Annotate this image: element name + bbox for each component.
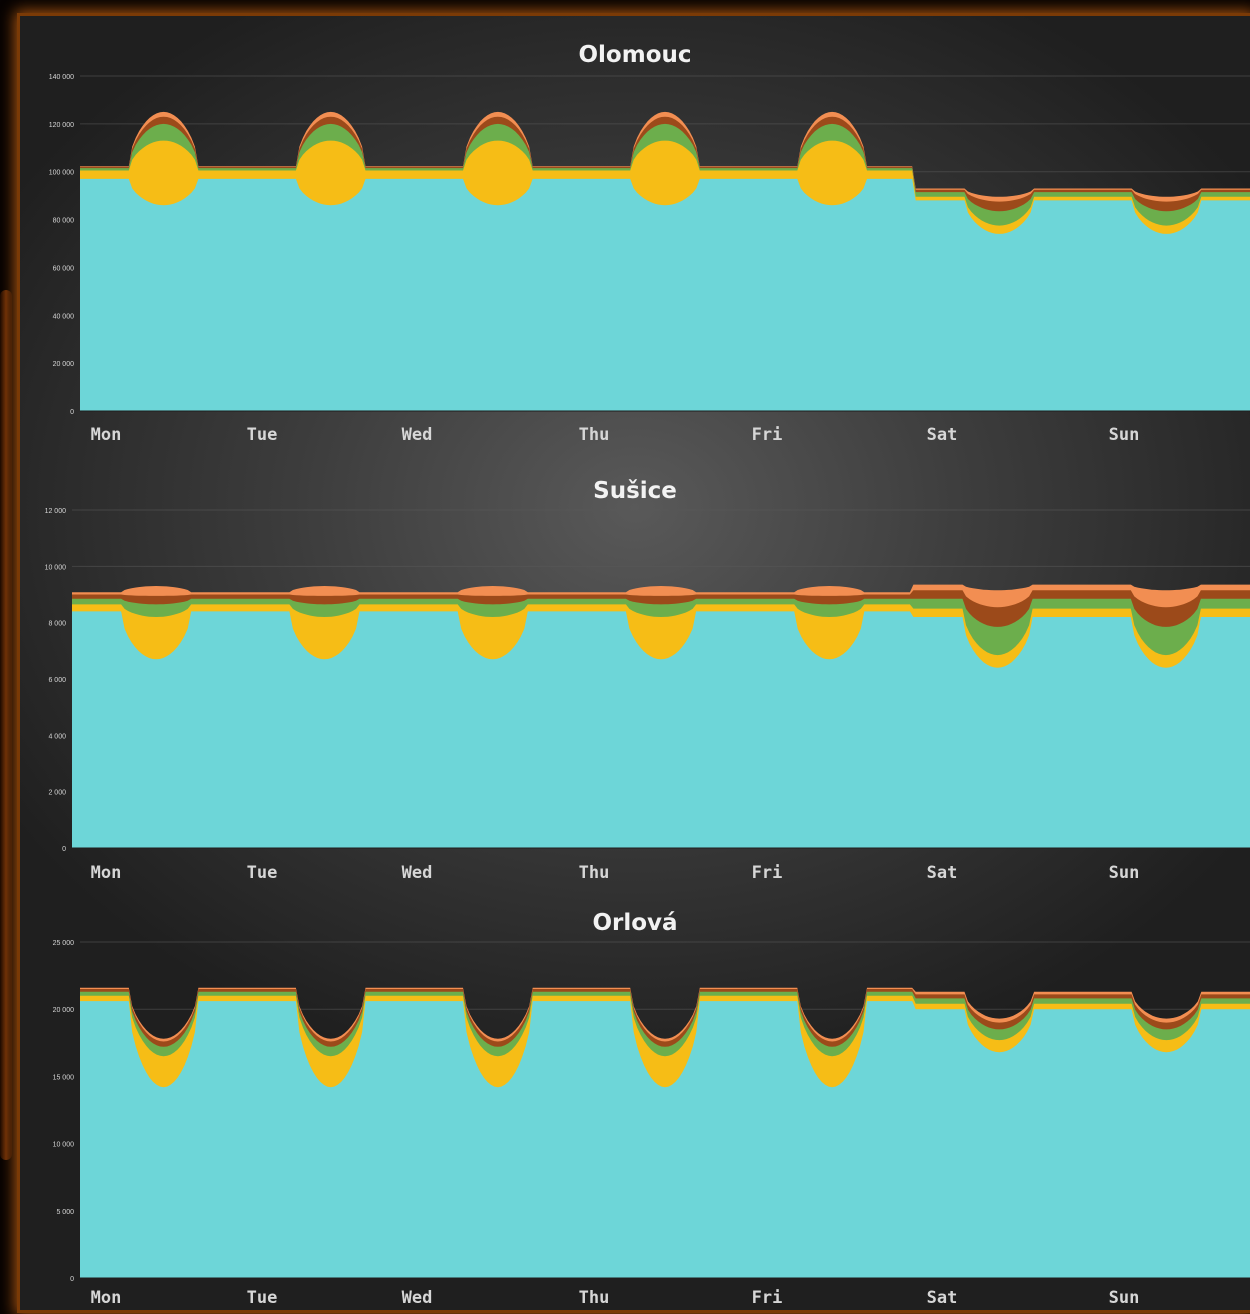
x-tick-label: Sun <box>1109 1288 1140 1308</box>
y-tick-label: 0 <box>70 409 74 416</box>
y-tick-label: 40 000 <box>53 313 75 320</box>
y-tick-label: 4 000 <box>48 733 66 740</box>
x-tick-label: Mon <box>91 863 122 883</box>
series-area-base <box>80 178 1250 411</box>
y-tick-label: 0 <box>62 846 66 853</box>
x-tick-label: Sat <box>927 863 958 883</box>
y-tick-label: 8 000 <box>48 621 66 628</box>
y-tick-label: 20 000 <box>53 361 75 368</box>
chart-1: 0 20 000 40 000 60 000 80 000 100 000 120 000 1… <box>49 42 1250 445</box>
y-tick-label: 5 000 <box>56 1209 74 1216</box>
x-tick-label: Tue <box>247 1288 278 1308</box>
y-tick-label: 12 000 <box>45 508 67 515</box>
y-tick-label: 20 000 <box>53 1007 75 1014</box>
x-tick-label: Fri <box>752 425 783 445</box>
x-tick-label: Fri <box>752 863 783 883</box>
y-tick-label: 10 000 <box>53 1142 75 1149</box>
y-tick-label: 80 000 <box>53 218 75 225</box>
x-tick-label: Sat <box>927 425 958 445</box>
x-tick-label: Wed <box>402 425 433 445</box>
y-tick-label: 60 000 <box>53 265 75 272</box>
chart-title: Olomouc <box>578 42 691 68</box>
x-tick-label: Tue <box>247 425 278 445</box>
y-tick-label: 100 000 <box>49 170 74 177</box>
series-area-base <box>80 1001 1250 1278</box>
series-area-base <box>72 611 1250 848</box>
x-tick-label: Sun <box>1109 425 1140 445</box>
x-tick-label: Wed <box>402 1288 433 1308</box>
x-tick-label: Wed <box>402 863 433 883</box>
x-tick-label: Fri <box>752 1288 783 1308</box>
chart-2: 0 2 000 4 000 6 000 8 000 10 000 12 000 Sušice M… <box>45 478 1250 883</box>
charts-canvas: 0 20 000 40 000 60 000 80 000 100 000 120 000 1… <box>45 42 1250 1308</box>
y-tick-label: 2 000 <box>48 790 66 797</box>
x-tick-label: Sun <box>1109 863 1140 883</box>
y-tick-label: 0 <box>70 1276 74 1283</box>
y-tick-label: 120 000 <box>49 122 74 129</box>
y-tick-label: 140 000 <box>49 74 74 81</box>
x-tick-label: Thu <box>579 425 610 445</box>
chart-panel: 0 20 000 40 000 60 000 80 000 100 000 120 000 1… <box>20 16 1250 1310</box>
chart-title: Sušice <box>593 478 677 504</box>
chart-title: Orlová <box>592 910 677 936</box>
chart-3: 0 5 000 10 000 15 000 20 000 25 000 Orlová Mon T… <box>53 910 1250 1308</box>
x-tick-label: Tue <box>247 863 278 883</box>
x-tick-label: Mon <box>91 425 122 445</box>
x-tick-label: Thu <box>579 1288 610 1308</box>
y-tick-label: 6 000 <box>48 677 66 684</box>
y-tick-label: 10 000 <box>45 564 67 571</box>
y-tick-label: 15 000 <box>53 1074 75 1081</box>
orange-glow-edge <box>0 290 12 1160</box>
x-tick-label: Mon <box>91 1288 122 1308</box>
y-tick-label: 25 000 <box>53 940 75 947</box>
x-tick-label: Thu <box>579 863 610 883</box>
x-tick-label: Sat <box>927 1288 958 1308</box>
